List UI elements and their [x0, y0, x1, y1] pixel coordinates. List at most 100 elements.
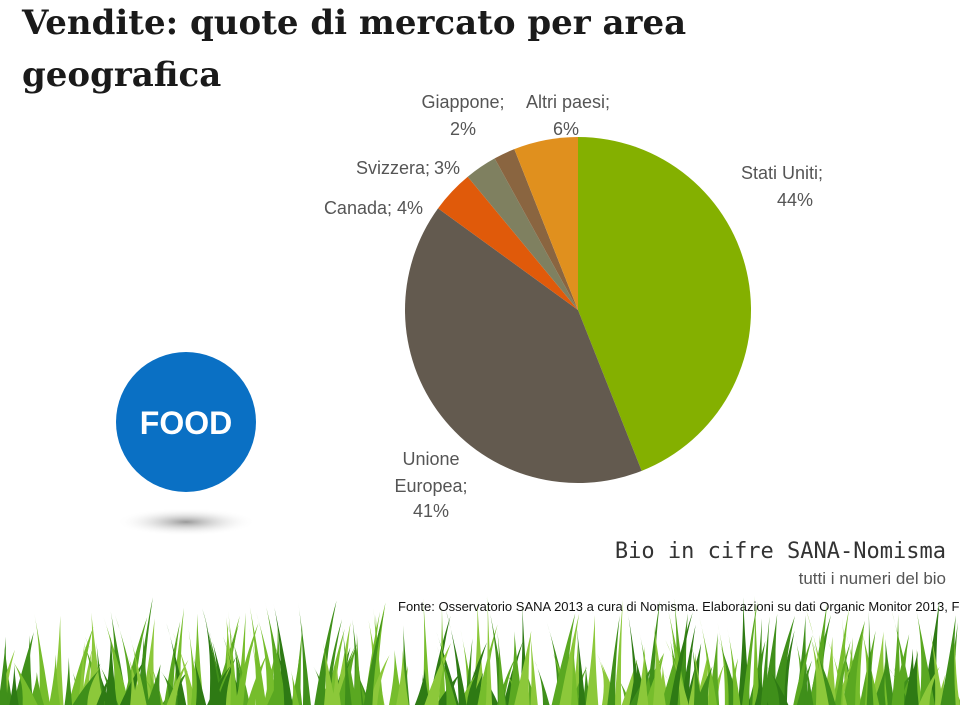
- slice-value: 2%: [450, 119, 476, 139]
- grass-blade: [10, 657, 38, 705]
- grass-blade: [752, 595, 760, 705]
- grass-blade: [514, 630, 532, 705]
- grass-blade: [228, 610, 238, 705]
- source: Fonte: Osservatorio SANA 2013 a cura di …: [398, 599, 960, 614]
- grass-blade: [928, 625, 944, 705]
- grass-blade: [762, 613, 778, 705]
- slice-category: Unione Europea;: [394, 449, 467, 496]
- grass-blade: [766, 666, 789, 705]
- grass-blade: [166, 659, 189, 705]
- grass-blade: [342, 625, 352, 705]
- slice-category: Giappone;: [421, 92, 504, 112]
- grass-blade: [130, 661, 138, 705]
- grass-blade: [203, 612, 223, 705]
- grass-blade: [575, 622, 586, 705]
- grass-blade: [742, 601, 758, 705]
- pie-slice: [467, 158, 578, 310]
- grass-blade: [215, 656, 237, 705]
- grass-blade: [793, 634, 813, 705]
- grass-blade: [803, 652, 814, 705]
- grass-blade: [665, 600, 688, 705]
- grass-blade: [607, 615, 620, 705]
- grass-blade: [271, 635, 294, 705]
- grass-blade: [436, 645, 457, 705]
- grass-blade: [0, 636, 8, 705]
- grass-blade: [892, 634, 910, 705]
- slice-value: 3%: [434, 158, 460, 178]
- slice-category: Canada;: [324, 198, 392, 218]
- slice-category: Stati Uniti;: [741, 163, 823, 183]
- grass-blade: [872, 665, 887, 705]
- grass-blade: [396, 650, 409, 705]
- tagline: tutti i numeri del bio: [799, 569, 946, 588]
- grass-blade: [234, 623, 259, 705]
- slice-value: 6%: [553, 119, 579, 139]
- grass-blade: [323, 643, 336, 705]
- grass-blade: [160, 670, 183, 705]
- grass-blade: [707, 632, 720, 705]
- slice-value: 41%: [413, 501, 449, 521]
- grass-blade: [202, 608, 225, 705]
- grass-blade: [331, 659, 341, 705]
- pie-chart: Stati Uniti; 44% Unione Europea; 41% Canada; 4…: [324, 92, 823, 521]
- grass-blade: [645, 600, 660, 705]
- pie-slice: [514, 137, 578, 310]
- grass-blade: [272, 599, 293, 705]
- grass-blade: [834, 641, 851, 705]
- grass-blade: [363, 611, 385, 705]
- grass-blade: [146, 664, 161, 705]
- grass-blade: [298, 601, 311, 705]
- grass-blade: [629, 669, 636, 705]
- grass-blade: [903, 648, 917, 705]
- pie-slice: [438, 176, 578, 310]
- grass-blade: [614, 599, 623, 705]
- grass-blade: [272, 625, 284, 705]
- grass-blade: [414, 668, 431, 705]
- grass-blade: [529, 629, 538, 705]
- grass-blade: [727, 627, 741, 705]
- grass-blade: [9, 664, 19, 705]
- title: geografica: [22, 55, 221, 95]
- grass-blade: [698, 615, 718, 705]
- grass-blade: [192, 655, 207, 705]
- grass-blade: [290, 669, 300, 705]
- pie-slice: [404, 208, 642, 483]
- grass-blade: [585, 615, 599, 705]
- grass-blade: [129, 635, 147, 705]
- grass: [0, 595, 960, 705]
- shadow: [116, 508, 256, 536]
- grass-blade: [691, 642, 703, 705]
- grass-blade: [940, 615, 956, 705]
- grass-blade: [421, 673, 428, 705]
- grass-blade: [334, 622, 351, 705]
- grass-blade: [103, 616, 130, 705]
- grass-blade: [811, 640, 836, 705]
- grass-blade: [571, 635, 579, 705]
- grass-blade: [353, 632, 362, 705]
- grass-blade: [264, 598, 288, 705]
- grass-blade: [72, 670, 99, 705]
- grass-blade: [918, 666, 940, 705]
- grass-blade: [866, 610, 874, 705]
- grass-blade: [796, 660, 812, 705]
- slice-category: Svizzera;: [356, 158, 430, 178]
- grass-blade: [497, 628, 506, 705]
- grass-blade: [368, 655, 390, 705]
- grass-blade: [680, 624, 696, 705]
- title: Vendite: quote di mercato per area: [21, 3, 686, 43]
- grass-blade: [769, 615, 795, 705]
- grass-blade: [637, 646, 649, 705]
- grass-blade: [248, 598, 267, 705]
- grass-blade: [294, 625, 303, 705]
- pie-slice: [494, 149, 578, 310]
- pie-slice: [578, 137, 751, 471]
- grass-blade: [68, 626, 94, 705]
- slice-value: 4%: [397, 198, 423, 218]
- grass-blade: [832, 609, 850, 705]
- grass-blade: [49, 654, 60, 705]
- slice-category: Altri paesi;: [526, 92, 610, 112]
- grass-blade: [13, 632, 34, 705]
- grass-blade: [172, 632, 197, 705]
- grass-blade: [171, 607, 185, 705]
